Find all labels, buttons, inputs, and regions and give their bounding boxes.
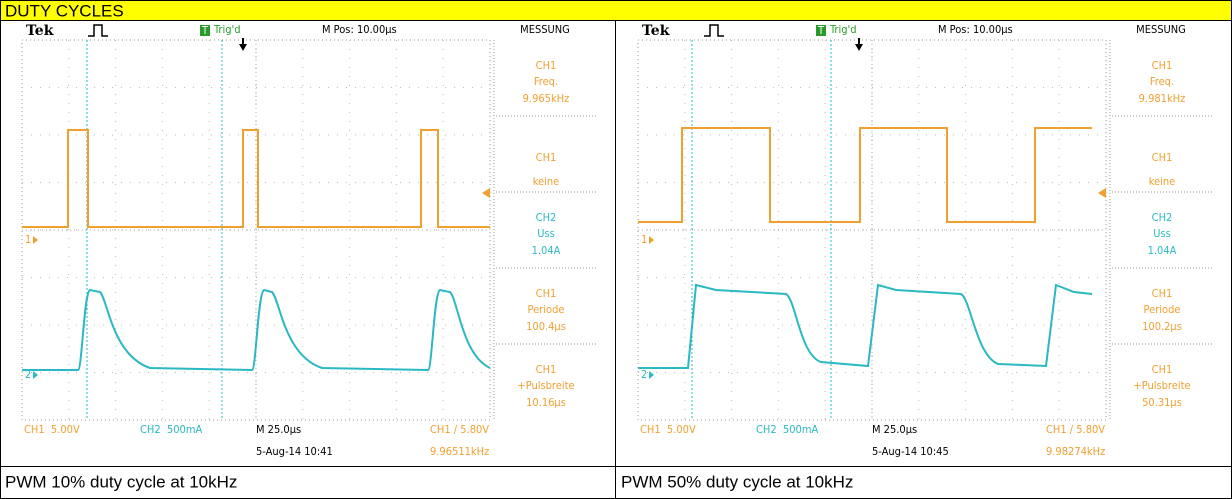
- trigger-setting: CH1 ∕ 5.80V: [430, 423, 489, 436]
- measurement-label: keine: [533, 175, 560, 188]
- measurement-value: 9.981kHz: [1139, 92, 1186, 105]
- caption: PWM 10% duty cycle at 10kHz: [5, 472, 237, 491]
- scope-screen: [20, 22, 600, 466]
- position: M Pos: 10.00µs: [322, 23, 397, 36]
- measurement-channel: CH1: [536, 287, 557, 300]
- caption: PWM 50% duty cycle at 10kHz: [621, 472, 853, 491]
- ch1-marker-arrow: [649, 236, 654, 244]
- ch1-scale: CH1 5.00V: [640, 423, 696, 436]
- measurement-channel: CH1: [536, 59, 557, 72]
- pulse-icon: [704, 24, 724, 37]
- frequency: 9.96511kHz: [430, 445, 489, 458]
- measurement-label: Freq.: [534, 75, 558, 88]
- menu-title: MESSUNG: [520, 23, 570, 36]
- measurement-channel: CH1: [1152, 287, 1173, 300]
- header-title: DUTY CYCLES: [5, 1, 124, 20]
- trigger-pos-arrow: [239, 38, 247, 51]
- measurement-label: Periode: [528, 303, 565, 316]
- position: M Pos: 10.00µs: [938, 23, 1013, 36]
- ch2-trace: [22, 288, 491, 372]
- brand: Tek: [642, 23, 670, 39]
- ch1-scale: CH1 5.00V: [24, 423, 80, 436]
- measurement-value: 100.4µs: [526, 320, 566, 333]
- ch2-scale: CH2 500mA: [140, 423, 202, 436]
- date: 5-Aug-14 10:41: [256, 445, 333, 458]
- ch1-marker: 1: [641, 233, 647, 246]
- measurement-channel: CH2: [536, 211, 557, 224]
- measurement-label: Uss: [1153, 227, 1171, 240]
- measurement-value: 10.16µs: [526, 396, 566, 409]
- timebase: M 25.0µs: [872, 423, 917, 436]
- timebase: M 25.0µs: [256, 423, 301, 436]
- trigger-level-arrow: [1098, 188, 1106, 198]
- measurement-channel: CH2: [1152, 211, 1173, 224]
- measurement-label: Freq.: [1150, 75, 1174, 88]
- trigger-icon-box: [200, 25, 210, 36]
- measurement-channel: CH1: [1152, 363, 1173, 376]
- measurement-channel: CH1: [536, 363, 557, 376]
- trigger-status: Trig'd: [829, 23, 857, 36]
- measurement-value: 1.04A: [532, 244, 561, 257]
- ch1-marker: 1: [25, 233, 31, 246]
- measurement-label: +Pulsbreite: [1133, 379, 1190, 392]
- trigger-icon: T: [201, 24, 209, 37]
- ch2-marker: 2: [641, 368, 647, 381]
- scope-screen: [636, 22, 1216, 466]
- trigger-pos-arrow: [855, 38, 863, 51]
- brand: Tek: [26, 23, 54, 39]
- header-cell: [0, 0, 1232, 21]
- frequency: 9.98274kHz: [1046, 445, 1105, 458]
- measurement-value: 100.2µs: [1142, 320, 1182, 333]
- measurement-channel: CH1: [536, 151, 557, 164]
- trigger-status: Trig'd: [213, 23, 241, 36]
- measurement-label: +Pulsbreite: [517, 379, 574, 392]
- measurement-value: 1.04A: [1148, 244, 1177, 257]
- ch2-marker-arrow: [649, 371, 654, 379]
- ch2-scale: CH2 500mA: [756, 423, 818, 436]
- measurement-label: Uss: [537, 227, 555, 240]
- ch1-trace: [638, 127, 1092, 223]
- trigger-setting: CH1 ∕ 5.80V: [1046, 423, 1105, 436]
- date: 5-Aug-14 10:45: [872, 445, 949, 458]
- trigger-icon: T: [817, 24, 825, 37]
- menu-title: MESSUNG: [1136, 23, 1186, 36]
- measurement-label: Periode: [1144, 303, 1181, 316]
- ch2-marker-arrow: [33, 371, 38, 379]
- ch1-trace: [22, 129, 490, 228]
- ch2-marker: 2: [25, 368, 31, 381]
- ch2-trace: [638, 283, 1093, 369]
- measurement-label: keine: [1149, 175, 1176, 188]
- pulse-icon: [88, 24, 108, 37]
- measurement-value: 9.965kHz: [523, 92, 570, 105]
- measurement-value: 50.31µs: [1142, 396, 1182, 409]
- measurement-channel: CH1: [1152, 151, 1173, 164]
- trigger-icon-box: [816, 25, 826, 36]
- measurement-channel: CH1: [1152, 59, 1173, 72]
- trigger-level-arrow: [482, 188, 490, 198]
- ch1-marker-arrow: [33, 236, 38, 244]
